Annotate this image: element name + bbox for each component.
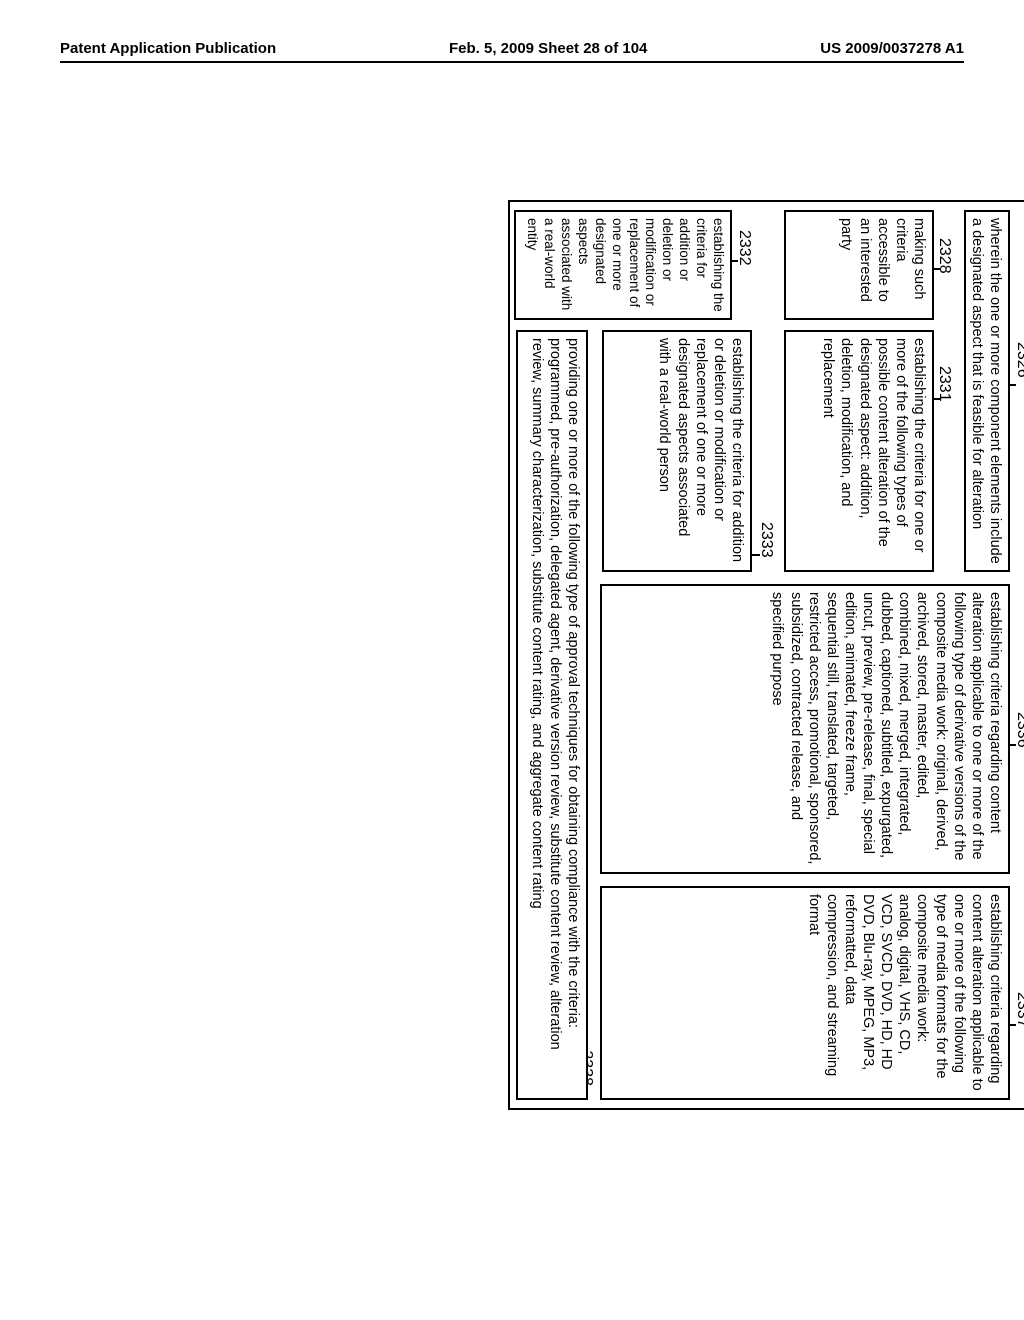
box-2336: establishing criteria regarding content …: [600, 584, 1010, 874]
patent-page: Patent Application Publication Feb. 5, 2…: [0, 0, 1024, 1320]
ref-2336: 2336: [1012, 712, 1024, 748]
ref-2326: 2326: [1012, 342, 1024, 378]
box-2333: establishing the criteria for addition o…: [602, 330, 752, 572]
leader-line: [1008, 384, 1016, 386]
leader-line: [750, 554, 760, 556]
box-2328: making such criteria accessible to an in…: [784, 210, 934, 320]
box-2332b-text: establishing the criteria for addition o…: [525, 218, 726, 312]
leader-line: [1008, 744, 1016, 746]
leader-line: [1008, 1024, 1016, 1026]
page-header: Patent Application Publication Feb. 5, 2…: [60, 40, 964, 63]
box-2326-text: wherein the one or more component elemen…: [969, 218, 1003, 564]
ref-2333: 2333: [756, 522, 776, 558]
ref-2337: 2337: [1012, 992, 1024, 1028]
box-2333-text: establishing the criteria for addition o…: [657, 338, 746, 562]
box-2331-text: establishing the criteria for one or mor…: [820, 338, 927, 552]
box-2337-text: establishing criteria regarding content …: [806, 894, 1003, 1091]
box-2338: providing one or more of the following t…: [516, 330, 588, 1100]
box-2326: wherein the one or more component elemen…: [964, 210, 1010, 572]
box-2338-text: providing one or more of the following t…: [529, 338, 581, 1050]
figure-landscape: FIG. 28 2330 2332 providing a classifica…: [430, 130, 1024, 1180]
box-2332b: establishing the criteria for addition o…: [514, 210, 732, 320]
leader-line: [932, 398, 940, 400]
figure-diagram: FIG. 28 2330 2332 providing a classifica…: [0, 275, 1024, 1035]
ref-2331: 2331: [934, 366, 954, 402]
header-left: Patent Application Publication: [60, 40, 276, 57]
header-center: Feb. 5, 2009 Sheet 28 of 104: [449, 40, 647, 57]
header-right: US 2009/0037278 A1: [820, 40, 964, 57]
box-2324: establishing criteria for a possible alt…: [508, 200, 1024, 1110]
box-2336-text: establishing criteria regarding content …: [770, 592, 1004, 864]
box-2328-text: making such criteria accessible to an in…: [839, 218, 928, 302]
box-2331: establishing the criteria for one or mor…: [784, 330, 934, 572]
box-2337: establishing criteria regarding content …: [600, 886, 1010, 1100]
leader-line: [932, 268, 940, 270]
leader-line: [730, 260, 738, 262]
